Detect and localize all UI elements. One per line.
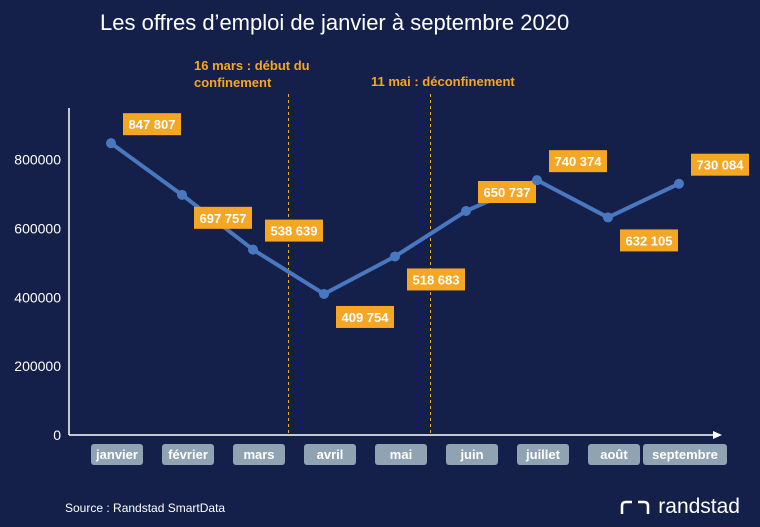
event-label-confinement: 16 mars : début du confinement	[194, 58, 310, 90]
data-label: 409 754	[342, 310, 390, 325]
data-label-box	[123, 113, 181, 136]
data-point	[390, 251, 400, 262]
x-tick-label: août	[600, 447, 628, 462]
data-label: 650 737	[484, 185, 531, 200]
data-label-box	[691, 153, 749, 176]
data-label-box	[620, 229, 678, 252]
x-tick-label: avril	[317, 447, 344, 462]
category-pill	[588, 444, 640, 465]
data-label: 740 374	[555, 154, 603, 169]
event-label-deconfinement: 11 mai : déconfinement	[371, 74, 515, 89]
data-label: 632 105	[626, 233, 673, 248]
data-label: 847 807	[129, 117, 176, 132]
y-tick-label: 800000	[14, 152, 61, 168]
data-label: 730 084	[697, 158, 745, 173]
data-label-box	[407, 268, 465, 291]
randstad-logo-icon	[621, 500, 650, 514]
data-point	[248, 244, 258, 255]
data-point	[674, 178, 684, 189]
category-pill	[233, 444, 285, 465]
category-pill	[304, 444, 356, 465]
data-label-box	[194, 206, 252, 229]
y-tick-label: 400000	[14, 289, 61, 305]
y-tick-label: 200000	[14, 358, 61, 374]
y-tick-label: 0	[53, 427, 61, 443]
data-label-box	[478, 181, 536, 204]
data-label: 538 639	[271, 224, 318, 239]
data-label-box	[265, 219, 323, 242]
chart-title: Les offres d’emploi de janvier à septemb…	[100, 10, 570, 35]
data-label: 518 683	[413, 272, 460, 287]
data-label: 697 757	[200, 211, 247, 226]
category-pill	[517, 444, 569, 465]
category-pill	[162, 444, 214, 465]
x-tick-label: septembre	[652, 447, 718, 462]
category-pill	[643, 444, 727, 465]
data-point	[319, 288, 329, 299]
x-tick-label: mai	[390, 447, 412, 462]
category-pill	[375, 444, 427, 465]
category-pill	[91, 444, 143, 465]
data-label-box	[549, 150, 607, 173]
brand-name: randstad	[658, 495, 740, 518]
data-point	[603, 212, 613, 223]
x-tick-label: juin	[459, 447, 483, 462]
data-point	[532, 175, 542, 186]
x-tick-label: janvier	[95, 447, 138, 462]
brand-logo: randstad	[620, 495, 740, 519]
data-label-box	[336, 305, 394, 328]
data-point	[177, 189, 187, 200]
data-point	[106, 138, 116, 149]
x-tick-label: février	[168, 447, 208, 462]
y-tick-label: 600000	[14, 220, 61, 236]
x-axis-arrow	[713, 431, 722, 439]
source-note: Source : Randstad SmartData	[65, 501, 226, 515]
category-pill	[446, 444, 498, 465]
x-tick-label: mars	[243, 447, 274, 462]
data-point	[461, 206, 471, 217]
x-tick-label: juillet	[525, 447, 561, 462]
